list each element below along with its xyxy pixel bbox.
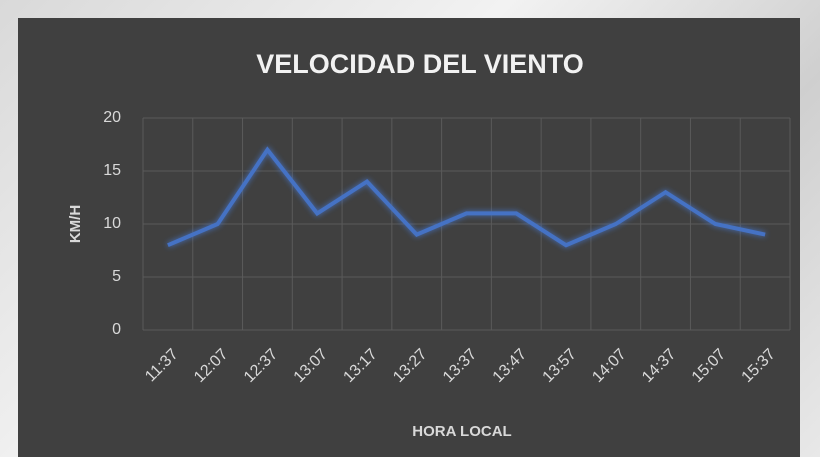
- y-tick-label: 15: [103, 162, 121, 179]
- chart-panel: [18, 18, 800, 457]
- page: VELOCIDAD DEL VIENTO HORA LOCAL KM/H 0 5 1…: [0, 0, 820, 457]
- y-tick-label: 5: [112, 268, 121, 285]
- chart-title: VELOCIDAD DEL VIENTO: [256, 49, 584, 79]
- y-tick-label: 0: [112, 321, 121, 338]
- y-axis-label: KM/H: [67, 205, 84, 243]
- x-axis-label: HORA LOCAL: [412, 423, 511, 440]
- chart: VELOCIDAD DEL VIENTO HORA LOCAL KM/H 0 5 1…: [0, 0, 820, 457]
- y-tick-label: 20: [103, 109, 121, 126]
- y-tick-label: 10: [103, 215, 121, 232]
